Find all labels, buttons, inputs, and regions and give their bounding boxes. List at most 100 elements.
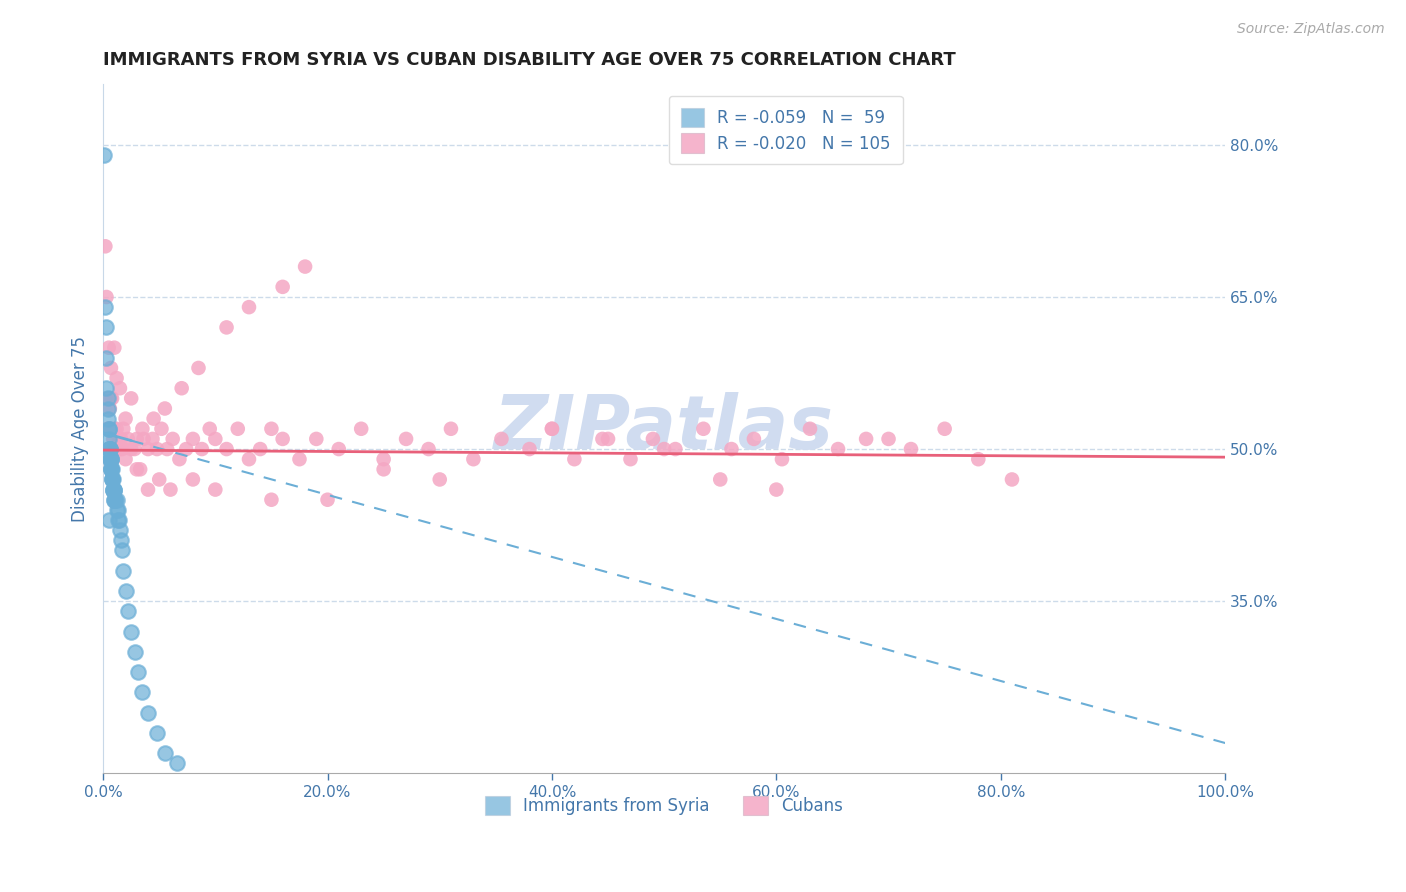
- Point: [169, 452, 191, 467]
- Point: [124, 442, 146, 456]
- Point: [100, 462, 122, 476]
- Point: [103, 422, 125, 436]
- Point: [373, 462, 395, 476]
- Point: [136, 483, 159, 497]
- Point: [288, 452, 311, 467]
- Point: [148, 473, 170, 487]
- Point: [97, 422, 120, 436]
- Point: [827, 442, 849, 456]
- Point: [101, 473, 124, 487]
- Point: [146, 726, 169, 740]
- Point: [100, 462, 122, 476]
- Point: [100, 452, 122, 467]
- Point: [96, 320, 118, 334]
- Point: [350, 422, 373, 436]
- Point: [238, 452, 260, 467]
- Point: [111, 543, 134, 558]
- Point: [104, 492, 127, 507]
- Point: [103, 341, 125, 355]
- Point: [101, 392, 124, 406]
- Point: [799, 422, 821, 436]
- Point: [98, 452, 121, 467]
- Point: [103, 492, 125, 507]
- Point: [440, 422, 463, 436]
- Point: [97, 513, 120, 527]
- Point: [100, 452, 122, 467]
- Point: [108, 513, 131, 527]
- Point: [271, 432, 294, 446]
- Point: [117, 604, 139, 618]
- Point: [877, 432, 900, 446]
- Point: [97, 422, 120, 436]
- Point: [491, 432, 513, 446]
- Point: [162, 432, 184, 446]
- Point: [97, 442, 120, 456]
- Point: [100, 452, 122, 467]
- Point: [129, 462, 152, 476]
- Point: [125, 432, 148, 446]
- Point: [97, 392, 120, 406]
- Point: [103, 483, 125, 497]
- Point: [103, 483, 125, 497]
- Point: [97, 411, 120, 425]
- Point: [238, 300, 260, 314]
- Point: [170, 381, 193, 395]
- Text: Source: ZipAtlas.com: Source: ZipAtlas.com: [1237, 22, 1385, 37]
- Point: [103, 432, 125, 446]
- Point: [591, 432, 613, 446]
- Point: [107, 503, 129, 517]
- Point: [98, 401, 121, 416]
- Point: [166, 756, 188, 771]
- Point: [770, 452, 793, 467]
- Point: [98, 442, 121, 456]
- Point: [395, 432, 418, 446]
- Point: [103, 483, 125, 497]
- Point: [204, 483, 226, 497]
- Point: [316, 492, 339, 507]
- Point: [900, 442, 922, 456]
- Point: [127, 665, 149, 679]
- Point: [111, 442, 134, 456]
- Point: [104, 442, 127, 456]
- Point: [97, 401, 120, 416]
- Point: [94, 239, 117, 253]
- Point: [110, 533, 132, 548]
- Point: [108, 442, 131, 456]
- Point: [742, 432, 765, 446]
- Point: [1001, 473, 1024, 487]
- Point: [100, 462, 122, 476]
- Point: [94, 300, 117, 314]
- Text: ZIPatlas: ZIPatlas: [494, 392, 834, 466]
- Point: [429, 473, 451, 487]
- Point: [373, 452, 395, 467]
- Point: [98, 442, 121, 456]
- Point: [108, 523, 131, 537]
- Point: [96, 290, 118, 304]
- Point: [541, 422, 564, 436]
- Point: [159, 483, 181, 497]
- Point: [142, 411, 165, 425]
- Point: [150, 422, 173, 436]
- Point: [96, 392, 118, 406]
- Point: [226, 422, 249, 436]
- Point: [720, 442, 742, 456]
- Point: [104, 492, 127, 507]
- Point: [204, 432, 226, 446]
- Point: [765, 483, 787, 497]
- Point: [187, 361, 209, 376]
- Point: [120, 392, 142, 406]
- Point: [692, 422, 714, 436]
- Point: [260, 492, 283, 507]
- Point: [101, 462, 124, 476]
- Point: [98, 442, 121, 456]
- Point: [271, 280, 294, 294]
- Point: [103, 492, 125, 507]
- Point: [131, 685, 153, 699]
- Point: [105, 371, 128, 385]
- Point: [98, 422, 121, 436]
- Point: [120, 442, 142, 456]
- Point: [108, 432, 131, 446]
- Point: [103, 473, 125, 487]
- Point: [107, 442, 129, 456]
- Point: [215, 442, 238, 456]
